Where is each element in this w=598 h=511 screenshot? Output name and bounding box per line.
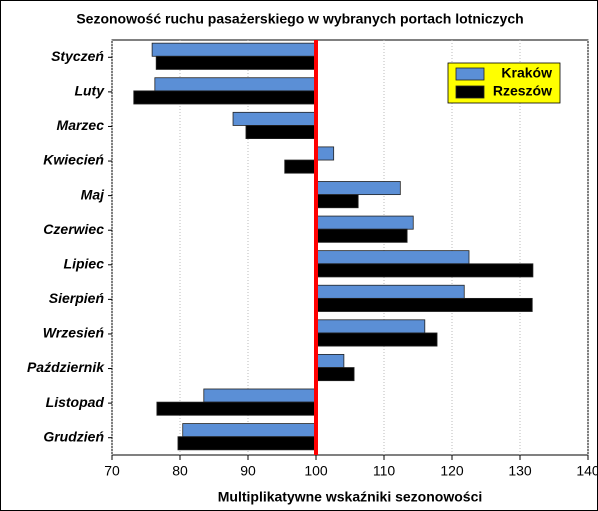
- legend-swatch: [455, 67, 485, 81]
- y-tick-label: Listopad: [46, 394, 105, 410]
- legend-swatch: [455, 85, 485, 99]
- x-tick-label: 130: [508, 463, 532, 479]
- y-tick-label: Kwiecień: [43, 152, 104, 168]
- bar: [315, 146, 335, 161]
- bar: [151, 42, 317, 57]
- bar: [245, 125, 317, 140]
- bar: [315, 284, 465, 299]
- x-tick-label: 140: [576, 463, 598, 479]
- x-axis-title: Multiplikatywne wskaźniki sezonowości: [218, 489, 483, 505]
- bar: [156, 401, 317, 416]
- bar: [315, 250, 470, 265]
- x-tick-label: 110: [373, 463, 396, 479]
- x-tick-label: 80: [172, 463, 188, 479]
- bar: [315, 263, 534, 278]
- y-tick-label: Październik: [27, 359, 105, 375]
- bar: [177, 436, 317, 451]
- y-tick-label: Wrzesień: [43, 325, 104, 341]
- x-tick-label: 70: [104, 463, 120, 479]
- y-tick-label: Grudzień: [43, 428, 104, 444]
- bar: [232, 111, 317, 126]
- bar: [203, 388, 317, 403]
- bar: [315, 297, 533, 312]
- legend-label: Kraków: [501, 65, 552, 81]
- y-tick-label: Marzec: [57, 117, 105, 133]
- bar: [133, 90, 317, 105]
- bar: [154, 77, 317, 92]
- x-tick-label: 90: [240, 463, 256, 479]
- bar: [315, 353, 345, 368]
- plot-area: [111, 39, 589, 456]
- x-tick-label: 120: [440, 463, 464, 479]
- bar: [284, 159, 317, 174]
- bar: [315, 228, 408, 243]
- bar: [182, 423, 317, 438]
- bar: [155, 55, 317, 70]
- legend-label: Rzeszów: [493, 83, 552, 99]
- y-tick-label: Maj: [81, 186, 105, 202]
- bar: [315, 194, 359, 209]
- y-tick-label: Lipiec: [64, 255, 105, 271]
- bar: [315, 332, 438, 347]
- y-tick-label: Luty: [74, 83, 105, 99]
- y-tick-label: Sierpień: [49, 290, 104, 306]
- y-tick-label: Czerwiec: [43, 221, 104, 237]
- chart-title: Sezonowość ruchu pasażerskiego w wybrany…: [76, 11, 523, 27]
- y-tick-label: Styczeń: [51, 48, 104, 64]
- bar: [315, 181, 401, 196]
- bar: [315, 215, 414, 230]
- bar: [315, 367, 355, 382]
- bar: [315, 319, 426, 334]
- x-tick-label: 100: [304, 463, 328, 479]
